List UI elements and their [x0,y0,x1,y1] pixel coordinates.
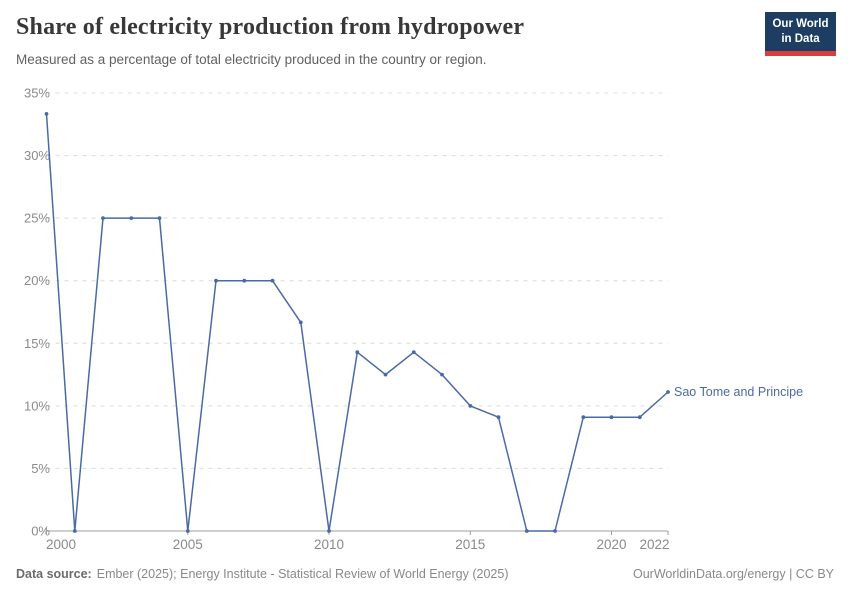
logo-line-1: Our World [772,18,829,30]
data-point[interactable] [270,278,275,283]
y-tick-label: 20% [24,273,50,288]
data-point[interactable] [553,529,557,533]
data-point[interactable] [581,415,586,420]
y-tick-label: 25% [24,211,50,226]
data-point[interactable] [496,415,501,420]
x-tick-label: 2005 [173,537,203,552]
y-tick-label: 0% [31,524,50,539]
owid-logo[interactable]: Our World in Data [765,12,836,56]
data-point[interactable] [214,278,218,283]
data-point[interactable] [185,529,190,533]
data-point[interactable] [242,278,247,283]
y-tick-label: 5% [31,461,50,476]
y-tick-label: 35% [24,86,50,101]
data-point[interactable] [129,216,134,221]
x-tick-label: 2010 [314,537,344,552]
data-point[interactable] [440,372,444,377]
y-tick-label: 15% [24,336,50,351]
x-tick-label: 2020 [596,537,626,552]
logo-line-2: in Data [781,32,820,45]
data-point[interactable] [327,529,331,533]
x-tick-label: 2000 [46,537,76,552]
data-point[interactable] [666,390,670,394]
credit-link[interactable]: OurWorldinData.org/energy | CC BY [632,567,834,581]
y-tick-label: 10% [24,398,50,413]
data-point[interactable] [524,529,529,533]
data-point[interactable] [383,372,388,377]
data-point[interactable] [72,529,77,533]
data-point[interactable] [637,415,642,420]
x-tick-label: 2015 [455,537,485,552]
data-point[interactable] [298,320,303,325]
y-tick-label: 30% [24,148,50,163]
data-source-line: Data source: Ember (2025); Energy Institu… [16,567,508,581]
data-point[interactable] [468,404,473,408]
data-point[interactable] [44,112,49,116]
data-point[interactable] [411,350,416,355]
x-tick-label: 2022 [639,537,669,552]
chart-footer: Data source: Ember (2025); Energy Institu… [16,567,834,581]
page-title: Share of electricity production from hyd… [16,14,525,40]
entity-label[interactable]: Sao Tome and Principe [674,385,803,399]
data-source-text: Ember (2025); Energy Institute - Statist… [96,567,509,581]
data-source-label: Data source: [16,567,92,581]
data-point[interactable] [157,216,162,221]
data-point[interactable] [355,350,360,355]
data-point[interactable] [609,415,614,420]
chart-subtitle: Measured as a percentage of total electr… [16,52,487,67]
data-point[interactable] [101,216,105,221]
